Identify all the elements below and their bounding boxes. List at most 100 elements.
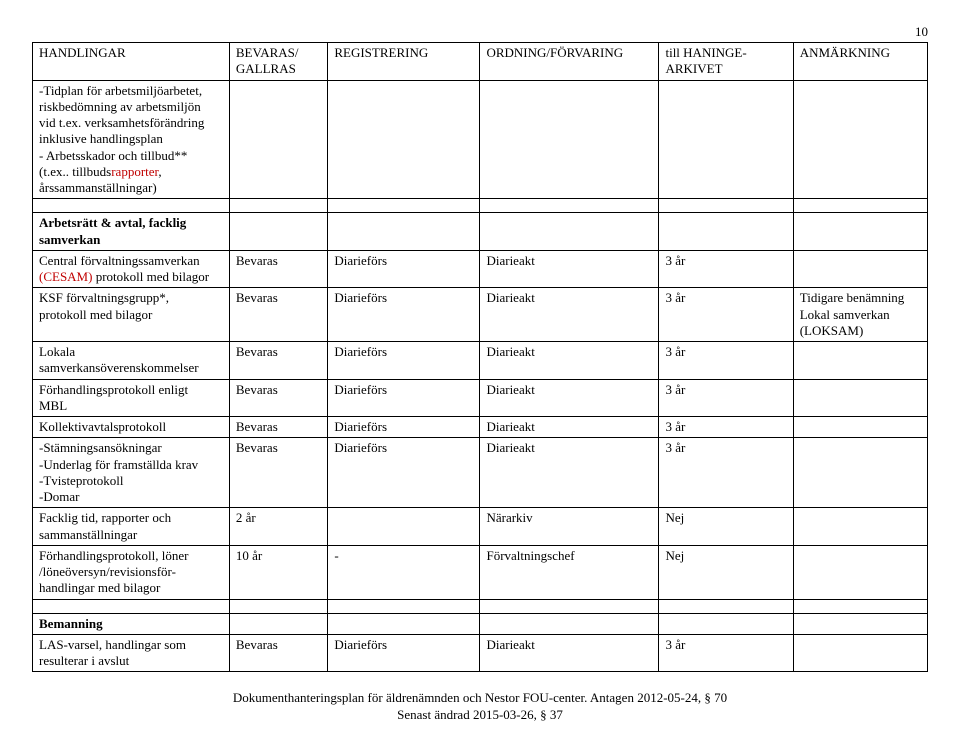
cell: Arbetsrätt & avtal, fackligsamverkan xyxy=(33,213,230,251)
cell xyxy=(793,508,927,546)
cell: Förvaltningschef xyxy=(480,545,659,599)
cell: Diarieakt xyxy=(480,417,659,438)
cell xyxy=(793,599,927,613)
cell xyxy=(659,199,793,213)
cell xyxy=(793,342,927,380)
cell: LAS-varsel, handlingar somresulterar i a… xyxy=(33,634,230,672)
cell xyxy=(793,438,927,508)
cell xyxy=(33,599,230,613)
table-head: HANDLINGAR BEVARAS/ GALLRAS REGISTRERING… xyxy=(33,43,928,81)
cell: Diarieförs xyxy=(328,288,480,342)
cell: Central förvaltningssamverkan(CESAM) pro… xyxy=(33,250,230,288)
cell: Bevaras xyxy=(229,634,327,672)
cell: Bevaras xyxy=(229,417,327,438)
cell: 3 år xyxy=(659,250,793,288)
table-row: Bemanning xyxy=(33,613,928,634)
cell: Lokalasamverkansöverenskommelser xyxy=(33,342,230,380)
cell xyxy=(480,80,659,199)
cell: Tidigare benämning Lokal samverkan (LOKS… xyxy=(793,288,927,342)
cell xyxy=(480,599,659,613)
cell: -Tidplan för arbetsmiljöarbetet,riskbedö… xyxy=(33,80,230,199)
cell xyxy=(328,508,480,546)
cell: 3 år xyxy=(659,342,793,380)
cell: Diarieförs xyxy=(328,379,480,417)
cell: Bevaras xyxy=(229,438,327,508)
table-body: -Tidplan för arbetsmiljöarbetet,riskbedö… xyxy=(33,80,928,672)
cell xyxy=(659,213,793,251)
cell: 3 år xyxy=(659,438,793,508)
table-row: -Tidplan för arbetsmiljöarbetet,riskbedö… xyxy=(33,80,928,199)
cell xyxy=(793,613,927,634)
cell: Diarieakt xyxy=(480,438,659,508)
cell xyxy=(793,379,927,417)
cell: 3 år xyxy=(659,379,793,417)
cell xyxy=(793,417,927,438)
table-row xyxy=(33,199,928,213)
table-row: Förhandlingsprotokoll, löner/löneöversyn… xyxy=(33,545,928,599)
table-row: LAS-varsel, handlingar somresulterar i a… xyxy=(33,634,928,672)
cell xyxy=(793,250,927,288)
cell xyxy=(480,213,659,251)
cell: - xyxy=(328,545,480,599)
cell: Diarieakt xyxy=(480,379,659,417)
table-row: KollektivavtalsprotokollBevarasDiarieför… xyxy=(33,417,928,438)
cell xyxy=(328,599,480,613)
cell xyxy=(659,613,793,634)
cell: Närarkiv xyxy=(480,508,659,546)
table-row: -Stämningsansökningar-Underlag för frams… xyxy=(33,438,928,508)
table-row: Arbetsrätt & avtal, fackligsamverkan xyxy=(33,213,928,251)
cell: Bevaras xyxy=(229,250,327,288)
document-table: HANDLINGAR BEVARAS/ GALLRAS REGISTRERING… xyxy=(32,42,928,672)
cell xyxy=(328,199,480,213)
cell xyxy=(229,80,327,199)
cell: Facklig tid, rapporter ochsammanställnin… xyxy=(33,508,230,546)
page-number: 10 xyxy=(32,24,928,40)
footer-line-2: Senast ändrad 2015-03-26, § 37 xyxy=(32,707,928,724)
cell xyxy=(793,634,927,672)
cell xyxy=(480,199,659,213)
cell: 2 år xyxy=(229,508,327,546)
cell: 3 år xyxy=(659,417,793,438)
cell xyxy=(793,199,927,213)
cell: Bevaras xyxy=(229,379,327,417)
table-row: Central förvaltningssamverkan(CESAM) pro… xyxy=(33,250,928,288)
cell xyxy=(229,199,327,213)
table-row: LokalasamverkansöverenskommelserBevarasD… xyxy=(33,342,928,380)
cell: Bevaras xyxy=(229,288,327,342)
cell: Diarieakt xyxy=(480,250,659,288)
cell xyxy=(229,213,327,251)
footer-line-1: Dokumenthanteringsplan för äldrenämnden … xyxy=(32,690,928,707)
cell xyxy=(328,613,480,634)
cell: Bevaras xyxy=(229,342,327,380)
cell: Bemanning xyxy=(33,613,230,634)
cell: Diarieakt xyxy=(480,342,659,380)
cell: Diarieförs xyxy=(328,634,480,672)
cell xyxy=(229,613,327,634)
cell: -Stämningsansökningar-Underlag för frams… xyxy=(33,438,230,508)
col-header: ANMÄRKNING xyxy=(793,43,927,81)
col-header: REGISTRERING xyxy=(328,43,480,81)
cell xyxy=(328,213,480,251)
cell xyxy=(328,80,480,199)
cell xyxy=(33,199,230,213)
cell: Diarieakt xyxy=(480,634,659,672)
cell xyxy=(793,545,927,599)
cell xyxy=(480,613,659,634)
table-row: KSF förvaltningsgrupp*,protokoll med bil… xyxy=(33,288,928,342)
cell: Diarieförs xyxy=(328,250,480,288)
table-row: Förhandlingsprotokoll enligtMBLBevarasDi… xyxy=(33,379,928,417)
cell: Kollektivavtalsprotokoll xyxy=(33,417,230,438)
cell: Förhandlingsprotokoll, löner/löneöversyn… xyxy=(33,545,230,599)
cell: Nej xyxy=(659,545,793,599)
col-header: till HANINGE- ARKIVET xyxy=(659,43,793,81)
cell: Diarieförs xyxy=(328,342,480,380)
cell xyxy=(659,599,793,613)
cell: Diarieförs xyxy=(328,438,480,508)
cell: Förhandlingsprotokoll enligtMBL xyxy=(33,379,230,417)
footer: Dokumenthanteringsplan för äldrenämnden … xyxy=(32,690,928,724)
table-row: Facklig tid, rapporter ochsammanställnin… xyxy=(33,508,928,546)
cell xyxy=(229,599,327,613)
cell: 10 år xyxy=(229,545,327,599)
col-header: HANDLINGAR xyxy=(33,43,230,81)
cell xyxy=(793,80,927,199)
